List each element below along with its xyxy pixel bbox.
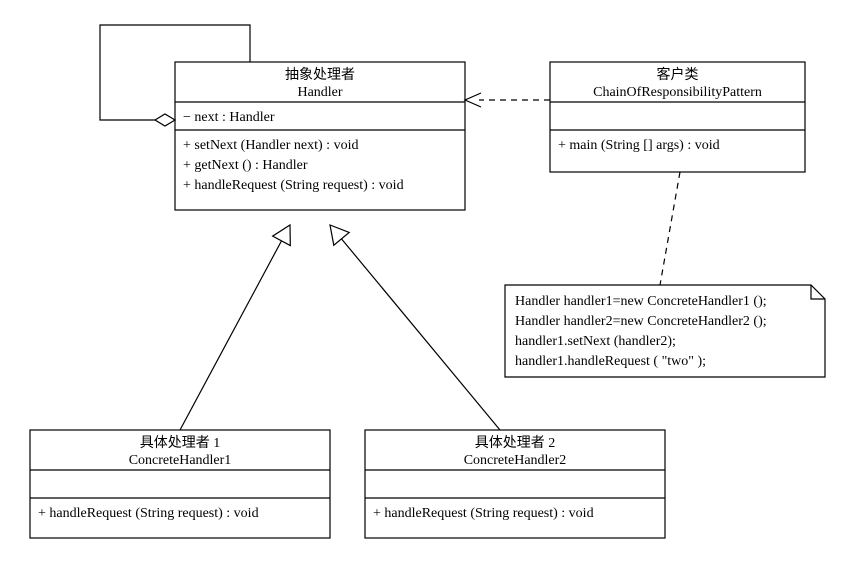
svg-text:+ setNext (Handler next) : voi: + setNext (Handler next) : void [183,138,358,153]
svg-text:+ handleRequest (String reques: + handleRequest (String request) : void [38,506,259,521]
svg-text:Handler handler1=new ConcreteH: Handler handler1=new ConcreteHandler1 ()… [515,294,767,309]
svg-text:+ handleRequest (String reques: + handleRequest (String request) : void [183,178,404,193]
inherit-1 [180,241,281,430]
svg-text:+ main (String [] args) : void: + main (String [] args) : void [558,138,720,153]
svg-text:handler1.setNext (handler2);: handler1.setNext (handler2); [515,334,676,349]
svg-text:ChainOfResponsibilityPattern: ChainOfResponsibilityPattern [593,85,762,100]
svg-text:具体处理者 1: 具体处理者 1 [140,435,221,451]
svg-text:handler1.handleRequest ( "two: handler1.handleRequest ( "two" ); [515,354,706,369]
svg-text:ConcreteHandler1: ConcreteHandler1 [129,453,232,468]
svg-text:ConcreteHandler2: ConcreteHandler2 [464,453,567,468]
svg-text:具体处理者 2: 具体处理者 2 [475,435,556,451]
svg-text:− next : Handler: − next : Handler [183,110,275,125]
aggregation-diamond [155,114,175,126]
svg-text:Handler handler2=new ConcreteH: Handler handler2=new ConcreteHandler2 ()… [515,314,767,329]
svg-text:+ handleRequest (String reques: + handleRequest (String request) : void [373,506,594,521]
inherit-2 [341,239,500,430]
svg-text:客户类: 客户类 [657,66,699,83]
svg-text:抽象处理者: 抽象处理者 [285,67,355,83]
note-anchor [660,172,680,285]
svg-text:Handler: Handler [297,85,342,100]
svg-text:+ getNext () : Handler: + getNext () : Handler [183,158,308,173]
